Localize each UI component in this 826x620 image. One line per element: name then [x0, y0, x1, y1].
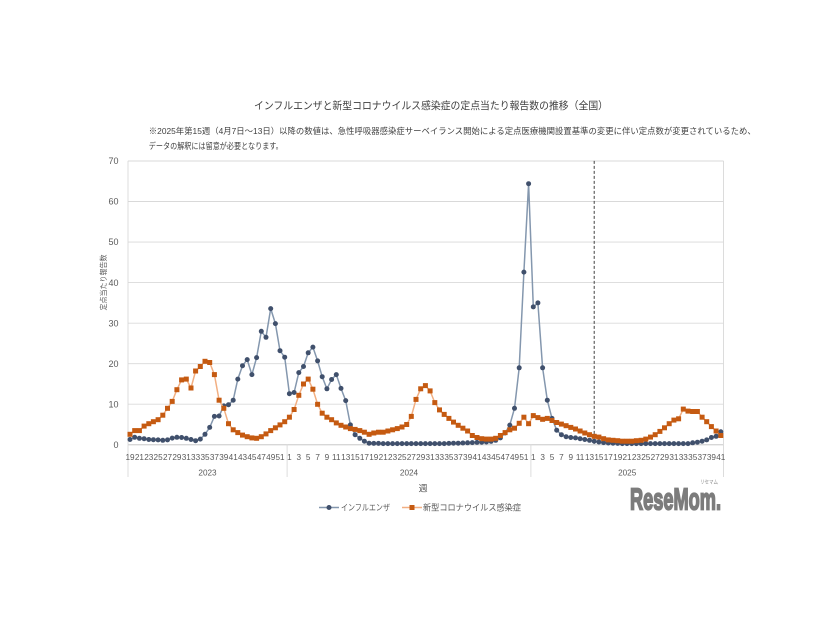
svg-text:23: 23	[388, 453, 398, 462]
svg-text:9: 9	[325, 453, 330, 462]
svg-text:33: 33	[679, 453, 689, 462]
svg-text:2024: 2024	[400, 469, 419, 478]
svg-text:35: 35	[200, 453, 210, 462]
svg-text:ReseMom.: ReseMom.	[630, 482, 721, 517]
svg-text:45: 45	[247, 453, 257, 462]
svg-text:35: 35	[688, 453, 698, 462]
svg-text:インフルエンザと新型コロナウイルス感染症の定点当たり報告数の: インフルエンザと新型コロナウイルス感染症の定点当たり報告数の推移（全国）	[254, 99, 608, 112]
svg-text:50: 50	[108, 237, 118, 247]
svg-text:21: 21	[622, 453, 632, 462]
svg-text:2023: 2023	[198, 469, 217, 478]
svg-text:※2025年第15週（4月7日～13日）以降の数値は、急性呼: ※2025年第15週（4月7日～13日）以降の数値は、急性呼吸器感染症サーベイラ…	[149, 126, 756, 136]
svg-text:11: 11	[332, 453, 341, 462]
svg-text:43: 43	[238, 453, 248, 462]
svg-text:39: 39	[219, 453, 229, 462]
svg-text:19: 19	[613, 453, 623, 462]
svg-text:20: 20	[108, 359, 118, 369]
svg-text:29: 29	[172, 453, 182, 462]
svg-text:41: 41	[472, 453, 482, 462]
svg-text:0: 0	[113, 440, 118, 450]
svg-text:10: 10	[108, 399, 118, 409]
svg-text:51: 51	[275, 453, 285, 462]
svg-text:19: 19	[125, 453, 135, 462]
svg-text:41: 41	[229, 453, 239, 462]
svg-text:27: 27	[163, 453, 173, 462]
svg-text:23: 23	[144, 453, 154, 462]
svg-text:40: 40	[108, 278, 118, 288]
svg-text:41: 41	[716, 453, 726, 462]
svg-text:60: 60	[108, 197, 118, 207]
svg-text:5: 5	[550, 453, 555, 462]
svg-text:47: 47	[257, 453, 267, 462]
svg-text:31: 31	[426, 453, 436, 462]
svg-text:51: 51	[519, 453, 529, 462]
svg-text:31: 31	[669, 453, 679, 462]
svg-text:35: 35	[444, 453, 454, 462]
svg-text:1: 1	[531, 453, 536, 462]
svg-text:13: 13	[341, 453, 351, 462]
svg-text:17: 17	[360, 453, 370, 462]
svg-text:25: 25	[641, 453, 651, 462]
svg-text:新型コロナウイルス感染症: 新型コロナウイルス感染症	[423, 502, 521, 513]
svg-text:定点当たり報告数: 定点当たり報告数	[98, 254, 108, 310]
svg-text:週: 週	[418, 484, 427, 494]
svg-text:7: 7	[315, 453, 320, 462]
svg-text:リセマム: リセマム	[700, 479, 718, 486]
svg-text:9: 9	[569, 453, 574, 462]
svg-text:70: 70	[108, 156, 118, 166]
svg-text:データの解釈には留意が必要となります。: データの解釈には留意が必要となります。	[149, 141, 283, 151]
svg-text:29: 29	[416, 453, 426, 462]
svg-text:15: 15	[594, 453, 604, 462]
svg-text:27: 27	[407, 453, 417, 462]
svg-text:インフルエンザ: インフルエンザ	[341, 503, 390, 513]
svg-text:37: 37	[454, 453, 464, 462]
svg-text:37: 37	[698, 453, 708, 462]
svg-text:21: 21	[379, 453, 389, 462]
svg-text:17: 17	[604, 453, 614, 462]
svg-text:1: 1	[287, 453, 292, 462]
svg-text:39: 39	[463, 453, 473, 462]
svg-text:39: 39	[707, 453, 717, 462]
svg-text:3: 3	[540, 453, 545, 462]
svg-text:13: 13	[585, 453, 595, 462]
svg-text:5: 5	[306, 453, 311, 462]
svg-text:33: 33	[191, 453, 201, 462]
svg-text:49: 49	[510, 453, 520, 462]
svg-text:27: 27	[651, 453, 661, 462]
svg-text:25: 25	[397, 453, 407, 462]
svg-text:11: 11	[576, 453, 585, 462]
svg-text:31: 31	[182, 453, 192, 462]
svg-text:33: 33	[435, 453, 445, 462]
svg-text:43: 43	[482, 453, 492, 462]
svg-text:23: 23	[632, 453, 642, 462]
svg-text:19: 19	[369, 453, 379, 462]
svg-text:47: 47	[501, 453, 511, 462]
svg-text:45: 45	[491, 453, 501, 462]
svg-text:30: 30	[108, 318, 118, 328]
svg-text:37: 37	[210, 453, 220, 462]
svg-text:2025: 2025	[618, 469, 637, 478]
svg-text:29: 29	[660, 453, 670, 462]
svg-text:49: 49	[266, 453, 276, 462]
svg-text:15: 15	[351, 453, 361, 462]
svg-text:25: 25	[154, 453, 164, 462]
svg-text:3: 3	[297, 453, 302, 462]
svg-text:7: 7	[559, 453, 564, 462]
svg-text:21: 21	[135, 453, 145, 462]
